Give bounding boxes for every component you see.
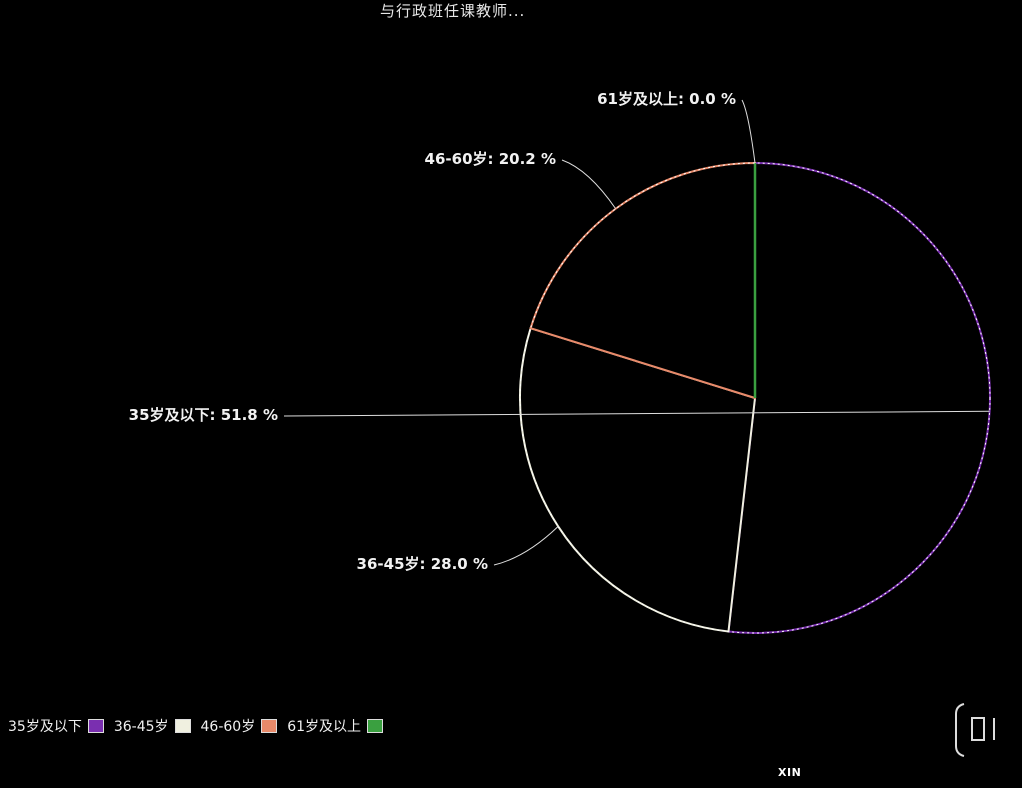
leader-line-3 <box>741 99 756 164</box>
leader-line-2 <box>561 159 617 210</box>
data-label-0: 35岁及以下: 51.8 % <box>129 406 278 424</box>
legend-swatch-0 <box>87 719 104 733</box>
leader-line-1 <box>493 526 559 566</box>
legend-swatch-2 <box>261 719 278 733</box>
legend-swatch-1 <box>174 719 191 733</box>
legend-swatch-3 <box>367 719 384 733</box>
data-label-2: 46-60岁: 20.2 % <box>425 150 556 168</box>
export-bracket-icon[interactable] <box>950 700 1010 760</box>
chart-title: 与行政班任课教师... <box>380 2 526 20</box>
legend-item-1[interactable]: 36-45岁 <box>114 716 191 736</box>
pie-slice-0[interactable] <box>727 161 991 634</box>
legend-label-3: 61岁及以上 <box>287 719 362 735</box>
legend-item-3[interactable]: 61岁及以上 <box>287 716 384 736</box>
legend: 35岁及以下 36-45岁 46-60岁 61岁及以上 <box>8 716 384 736</box>
data-label-1: 36-45岁: 28.0 % <box>357 555 488 573</box>
data-label-3: 61岁及以上: 0.0 % <box>597 90 736 108</box>
legend-label-2: 46-60岁 <box>200 719 256 735</box>
watermark: XIN <box>778 766 802 779</box>
legend-label-0: 35岁及以下 <box>8 719 82 735</box>
legend-item-0[interactable]: 35岁及以下 <box>8 716 104 736</box>
legend-item-2[interactable]: 46-60岁 <box>201 716 278 736</box>
legend-label-1: 36-45岁 <box>113 719 169 735</box>
